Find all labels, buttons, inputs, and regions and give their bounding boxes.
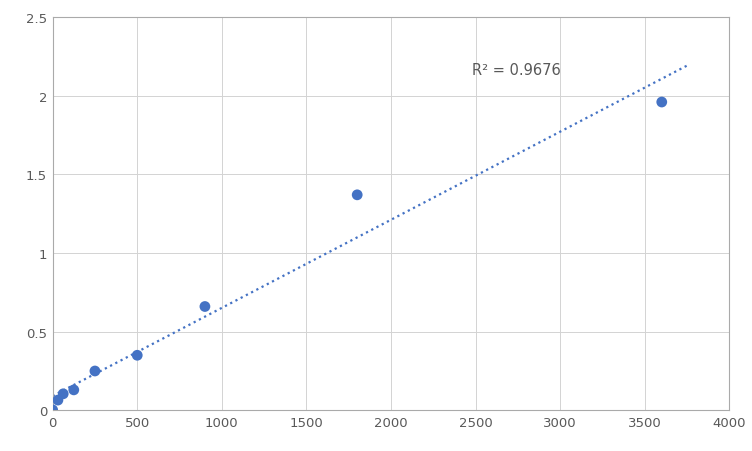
Point [89, 368, 101, 375]
Text: R² = 0.9676: R² = 0.9676 [472, 63, 561, 78]
Point [68, 387, 80, 394]
Point [656, 99, 668, 106]
Point [351, 192, 363, 199]
Point [52, 396, 64, 404]
Point [57, 390, 69, 397]
Point [131, 352, 143, 359]
Point [199, 303, 211, 310]
Point [47, 406, 59, 414]
